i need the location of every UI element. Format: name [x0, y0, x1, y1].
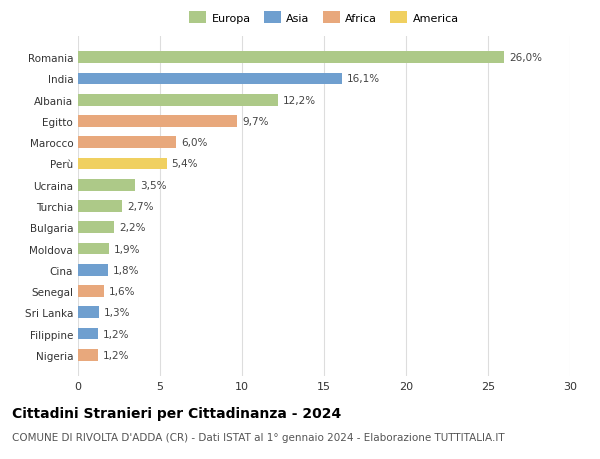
Text: 12,2%: 12,2% [283, 95, 316, 106]
Text: 9,7%: 9,7% [242, 117, 269, 127]
Text: 1,3%: 1,3% [104, 308, 131, 318]
Bar [78, 73, 342, 85]
Text: 1,6%: 1,6% [109, 286, 136, 297]
Bar [78, 52, 505, 64]
Text: 2,7%: 2,7% [127, 202, 154, 212]
Text: 2,2%: 2,2% [119, 223, 146, 233]
Text: 1,2%: 1,2% [103, 350, 129, 360]
Text: COMUNE DI RIVOLTA D'ADDA (CR) - Dati ISTAT al 1° gennaio 2024 - Elaborazione TUT: COMUNE DI RIVOLTA D'ADDA (CR) - Dati IST… [12, 432, 505, 442]
Bar [78, 95, 278, 106]
Bar [78, 158, 167, 170]
Bar [78, 307, 100, 319]
Text: 1,9%: 1,9% [114, 244, 140, 254]
Bar [78, 264, 107, 276]
Bar [78, 179, 136, 191]
Text: 16,1%: 16,1% [347, 74, 380, 84]
Text: 1,8%: 1,8% [112, 265, 139, 275]
Bar [78, 201, 122, 213]
Text: 3,5%: 3,5% [140, 180, 167, 190]
Text: 5,4%: 5,4% [172, 159, 198, 169]
Text: Cittadini Stranieri per Cittadinanza - 2024: Cittadini Stranieri per Cittadinanza - 2… [12, 406, 341, 420]
Text: 26,0%: 26,0% [509, 53, 542, 63]
Text: 1,2%: 1,2% [103, 329, 129, 339]
Text: 6,0%: 6,0% [181, 138, 208, 148]
Bar [78, 285, 104, 297]
Bar [78, 116, 237, 128]
Legend: Europa, Asia, Africa, America: Europa, Asia, Africa, America [185, 8, 463, 28]
Bar [78, 243, 109, 255]
Bar [78, 222, 114, 234]
Bar [78, 349, 98, 361]
Bar [78, 328, 98, 340]
Bar [78, 137, 176, 149]
